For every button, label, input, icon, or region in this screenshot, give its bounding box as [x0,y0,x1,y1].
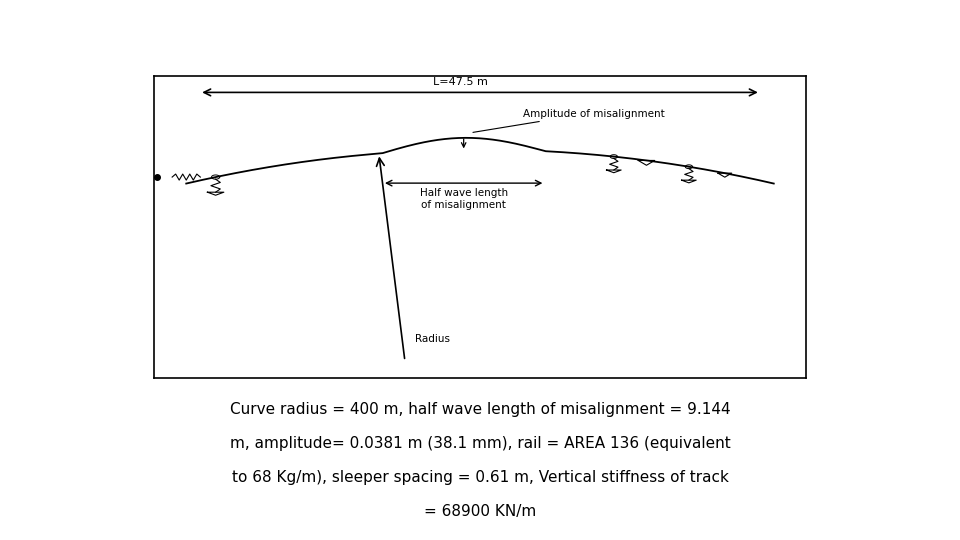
Text: m, amplitude= 0.0381 m (38.1 mm), rail = AREA 136 (equivalent: m, amplitude= 0.0381 m (38.1 mm), rail =… [229,436,731,451]
Text: Top View of Track Model: Top View of Track Model [291,26,669,55]
Text: Curve radius = 400 m, half wave length of misalignment = 9.144: Curve radius = 400 m, half wave length o… [229,402,731,417]
Text: Radius: Radius [415,334,449,345]
Text: L=47.5 m: L=47.5 m [433,77,488,87]
Text: Amplitude of misalignment: Amplitude of misalignment [523,110,665,119]
Text: Half wave length
of misalignment: Half wave length of misalignment [420,188,508,210]
Text: = 68900 KN/m: = 68900 KN/m [424,504,536,519]
Text: to 68 Kg/m), sleeper spacing = 0.61 m, Vertical stiffness of track: to 68 Kg/m), sleeper spacing = 0.61 m, V… [231,470,729,485]
